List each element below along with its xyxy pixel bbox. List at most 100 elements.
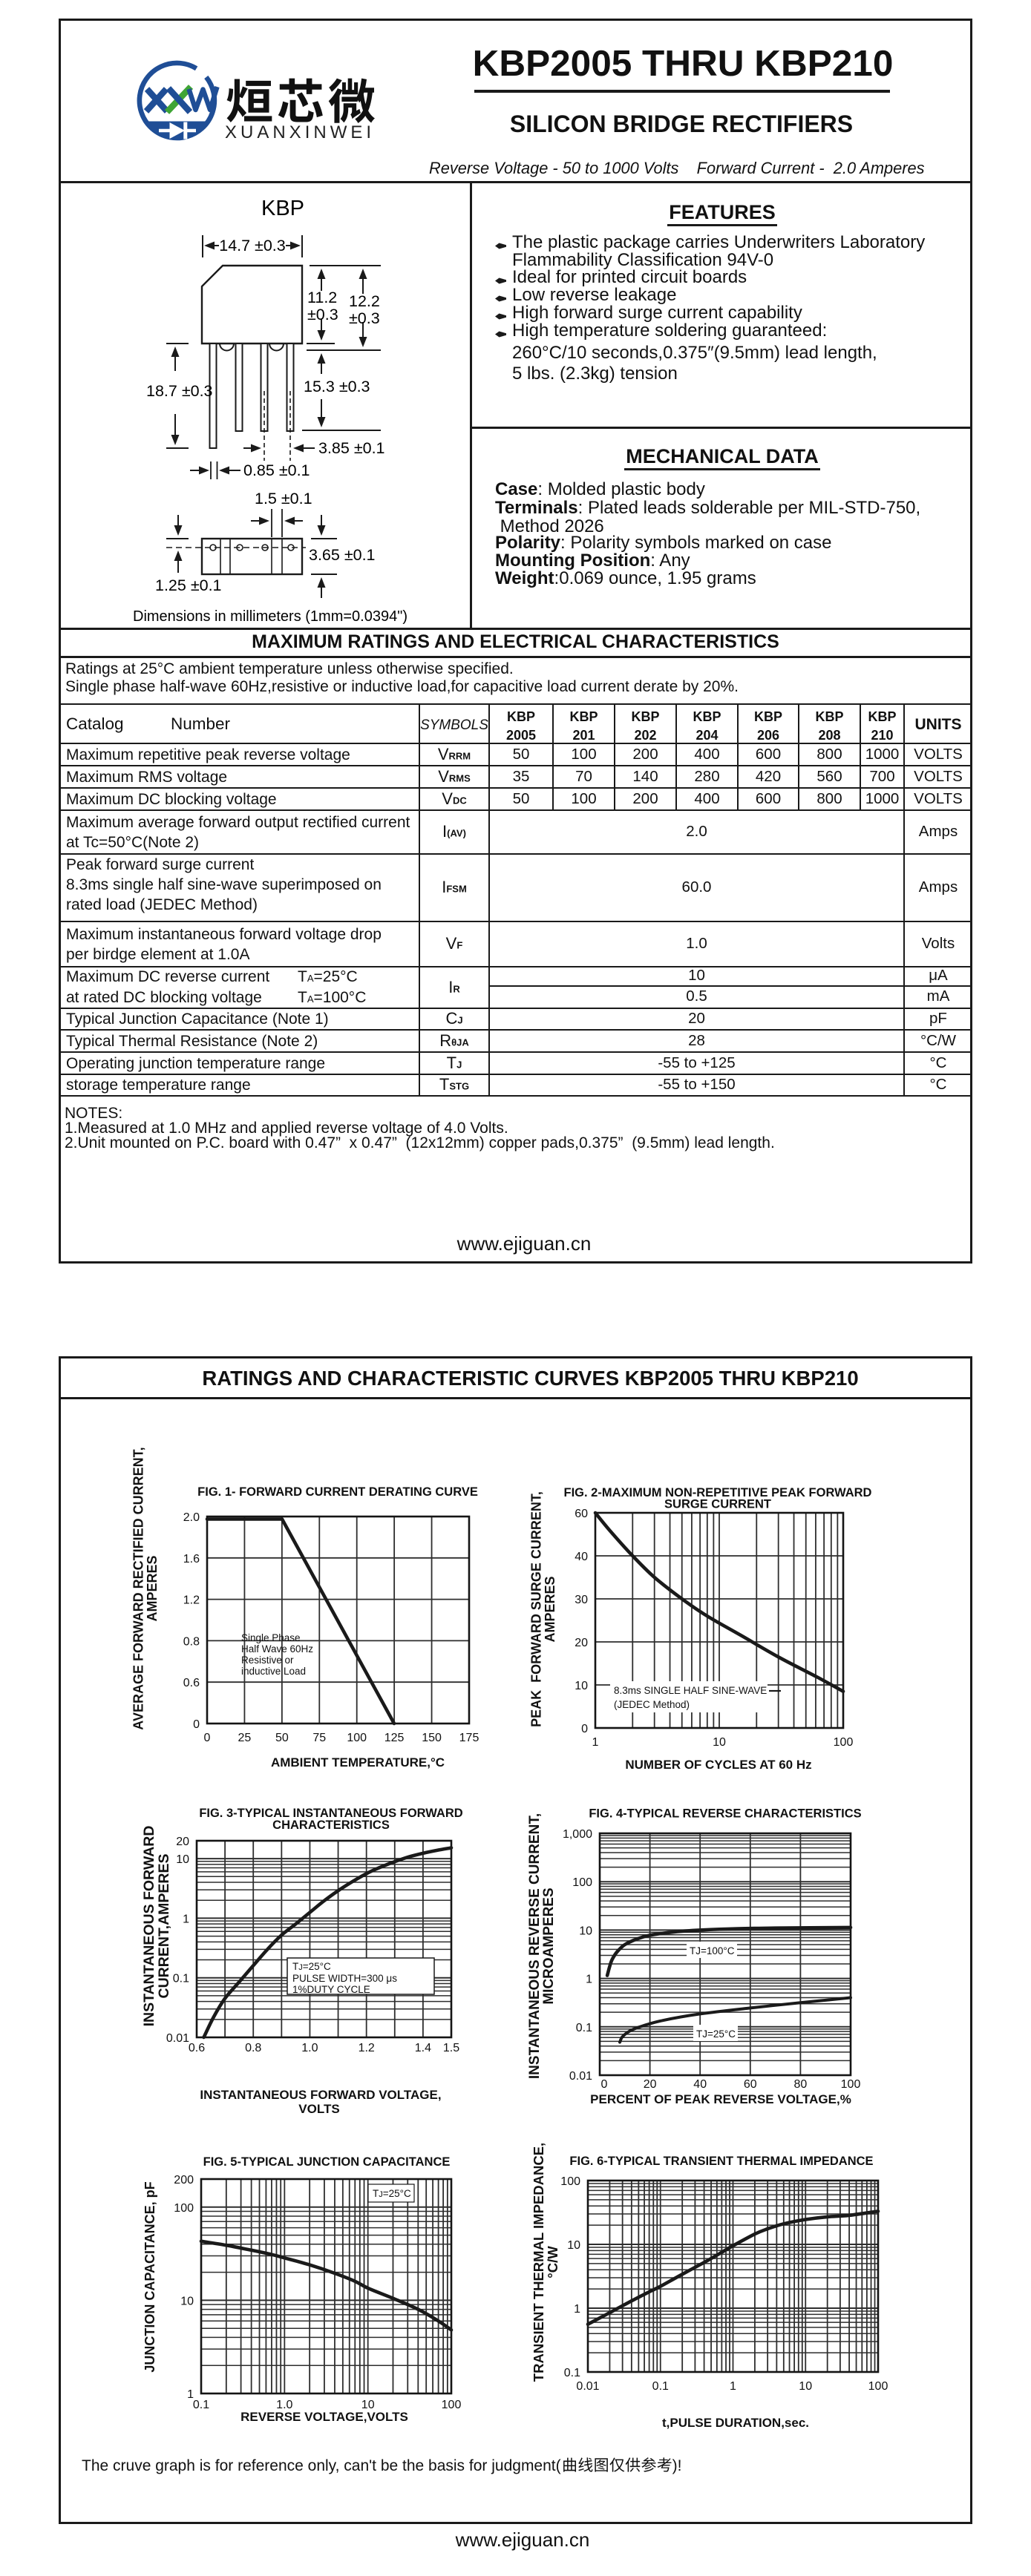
svg-text:15.3 ±0.3: 15.3 ±0.3: [304, 378, 370, 395]
svg-text:FIG. 3-TYPICAL INSTANTANEOUS F: FIG. 3-TYPICAL INSTANTANEOUS FORWARD: [199, 1807, 462, 1820]
svg-text:100: 100: [347, 1732, 367, 1744]
svg-text:°C/W: °C/W: [545, 2246, 560, 2278]
svg-text:40: 40: [693, 2078, 707, 2091]
svg-text:10: 10: [799, 2380, 812, 2393]
svg-text:100: 100: [841, 2078, 861, 2091]
svg-text:2.0: 2.0: [183, 1511, 200, 1524]
svg-text:1.6: 1.6: [183, 1553, 200, 1565]
svg-text:JUNCTION CAPACITANCE, pF: JUNCTION CAPACITANCE, pF: [143, 2181, 157, 2372]
svg-text:3.65 ±0.1: 3.65 ±0.1: [309, 546, 376, 564]
svg-text:Half Wave 60Hz: Half Wave 60Hz: [241, 1643, 313, 1655]
svg-text:TJ=25°C: TJ=25°C: [696, 2028, 736, 2040]
svg-text:0.1: 0.1: [193, 2399, 209, 2411]
svg-text:FIG. 6-TYPICAL TRANSIENT THERM: FIG. 6-TYPICAL TRANSIENT THERMAL IMPEDAN…: [569, 2155, 873, 2168]
svg-text:1: 1: [183, 1913, 189, 1925]
svg-text:AMBIENT TEMPERATURE,°C: AMBIENT TEMPERATURE,°C: [271, 1755, 445, 1770]
svg-text:0.1: 0.1: [564, 2367, 580, 2379]
svg-text:TRANSIENT THERMAL IMPEDANCE,: TRANSIENT THERMAL IMPEDANCE,: [531, 2143, 546, 2382]
svg-text:VOLTS: VOLTS: [298, 2102, 339, 2116]
svg-text:10: 10: [567, 2239, 580, 2252]
svg-text:CHARACTERISTICS: CHARACTERISTICS: [272, 1818, 390, 1832]
svg-text:AVERAGE FORWARD RECTIFIED CURR: AVERAGE FORWARD RECTIFIED CURRENT,: [131, 1447, 146, 1729]
svg-text:1.5: 1.5: [443, 2042, 459, 2054]
svg-text:0.1: 0.1: [652, 2380, 669, 2393]
svg-text:60: 60: [744, 2078, 757, 2091]
svg-text:PERCENT OF PEAK REVERSE VOLTAG: PERCENT OF PEAK REVERSE VOLTAGE,%: [590, 2092, 851, 2106]
svg-text:1.2: 1.2: [183, 1594, 200, 1607]
svg-text:100: 100: [174, 2202, 194, 2215]
svg-text:100: 100: [572, 1876, 592, 1889]
svg-text:PULSE WIDTH=300 μs: PULSE WIDTH=300 μs: [292, 1973, 397, 1984]
svg-text:20: 20: [176, 1836, 189, 1848]
svg-text:18.7 ±0.3: 18.7 ±0.3: [146, 382, 213, 400]
svg-text:0.85 ±0.1: 0.85 ±0.1: [243, 461, 310, 479]
svg-text:80: 80: [794, 2078, 808, 2091]
svg-text:1: 1: [187, 2388, 194, 2401]
svg-text:Resistive or: Resistive or: [241, 1655, 294, 1666]
svg-text:12.2: 12.2: [349, 292, 380, 310]
svg-text:FIG. 5-TYPICAL JUNCTION CAPACI: FIG. 5-TYPICAL JUNCTION CAPACITANCE: [203, 2155, 451, 2169]
svg-text:20: 20: [644, 2078, 657, 2091]
svg-text:60: 60: [575, 1508, 588, 1520]
svg-text:10: 10: [579, 1925, 592, 1937]
svg-text:inductive Load: inductive Load: [241, 1666, 306, 1677]
svg-text:10: 10: [713, 1736, 726, 1749]
svg-text:10: 10: [176, 1853, 189, 1866]
svg-text:0.6: 0.6: [183, 1677, 200, 1689]
svg-text:100: 100: [442, 2399, 462, 2411]
svg-text:TJ=25°C: TJ=25°C: [373, 2188, 411, 2199]
svg-text:INSTANTANEOUS FORWARD VOLTAGE,: INSTANTANEOUS FORWARD VOLTAGE,: [200, 2088, 441, 2102]
svg-text:0.01: 0.01: [166, 2032, 189, 2045]
svg-text:40: 40: [575, 1551, 588, 1563]
svg-text:10: 10: [361, 2399, 375, 2411]
svg-text:±0.3: ±0.3: [349, 309, 380, 327]
svg-text:1.0: 1.0: [301, 2042, 318, 2054]
svg-text:1.2: 1.2: [359, 2042, 375, 2054]
svg-text:175: 175: [459, 1732, 480, 1744]
svg-text:1,000: 1,000: [563, 1828, 592, 1841]
svg-text:14.7 ±0.3: 14.7 ±0.3: [219, 237, 286, 254]
svg-text:1.5 ±0.1: 1.5 ±0.1: [255, 490, 312, 507]
svg-text:PEAK FORWARD SURGE CURRENT,: PEAK FORWARD SURGE CURRENT,: [529, 1491, 544, 1727]
svg-text:SURGE CURRENT: SURGE CURRENT: [664, 1498, 771, 1511]
svg-text:TJ=100°C: TJ=100°C: [690, 1945, 735, 1956]
svg-text:20: 20: [575, 1637, 588, 1649]
svg-text:200: 200: [174, 2174, 194, 2186]
svg-text:75: 75: [312, 1732, 326, 1744]
svg-text:1.0: 1.0: [276, 2399, 292, 2411]
svg-text:0.8: 0.8: [245, 2042, 261, 2054]
svg-text:125: 125: [384, 1732, 405, 1744]
svg-text:REVERSE VOLTAGE,VOLTS: REVERSE VOLTAGE,VOLTS: [240, 2410, 408, 2424]
svg-text:0.01: 0.01: [576, 2380, 599, 2393]
svg-text:NUMBER OF CYCLES AT 60 Hz: NUMBER OF CYCLES AT 60 Hz: [625, 1758, 811, 1772]
svg-text:MICROAMPERES: MICROAMPERES: [541, 1887, 557, 2004]
svg-text:0: 0: [581, 1723, 588, 1735]
svg-text:INSTANTANEOUS REVERSE CURRENT,: INSTANTANEOUS REVERSE CURRENT,: [527, 1813, 543, 2079]
svg-text:FIG. 4-TYPICAL REVERSE CHARACT: FIG. 4-TYPICAL REVERSE CHARACTERISTICS: [589, 1807, 861, 1821]
svg-text:100: 100: [834, 1736, 854, 1749]
svg-text:1: 1: [586, 1974, 592, 1986]
svg-text:1.25 ±0.1: 1.25 ±0.1: [155, 576, 222, 594]
svg-text:0: 0: [601, 2078, 608, 2091]
svg-text:150: 150: [422, 1732, 442, 1744]
svg-text:INSTANTANEOUS FORWARD: INSTANTANEOUS FORWARD: [141, 1826, 157, 2027]
svg-text:11.2: 11.2: [307, 289, 337, 306]
svg-text:10: 10: [180, 2295, 194, 2307]
svg-text:3.85 ±0.1: 3.85 ±0.1: [318, 439, 385, 457]
svg-text:FIG. 2-MAXIMUM NON-REPETITIVE: FIG. 2-MAXIMUM NON-REPETITIVE PEAK FORWA…: [564, 1486, 872, 1499]
svg-text:0.1: 0.1: [576, 2022, 592, 2034]
svg-text:100: 100: [868, 2380, 888, 2393]
svg-text:KBP: KBP: [261, 197, 304, 220]
svg-text:0.1: 0.1: [173, 1973, 189, 1985]
svg-text:1: 1: [574, 2303, 580, 2316]
svg-text:CURRENT,AMPERES: CURRENT,AMPERES: [156, 1853, 172, 1998]
svg-text:0.6: 0.6: [189, 2042, 205, 2054]
svg-text:AMPERES: AMPERES: [543, 1576, 557, 1642]
svg-text:Single Phase: Single Phase: [241, 1632, 301, 1643]
svg-text:0: 0: [193, 1718, 200, 1731]
svg-text:1: 1: [592, 1736, 599, 1749]
svg-text:10: 10: [575, 1680, 588, 1692]
svg-text:t,PULSE DURATION,sec.: t,PULSE DURATION,sec.: [662, 2416, 809, 2430]
svg-text:0.8: 0.8: [183, 1635, 200, 1648]
svg-text:1%DUTY CYCLE: 1%DUTY CYCLE: [292, 1984, 370, 1995]
